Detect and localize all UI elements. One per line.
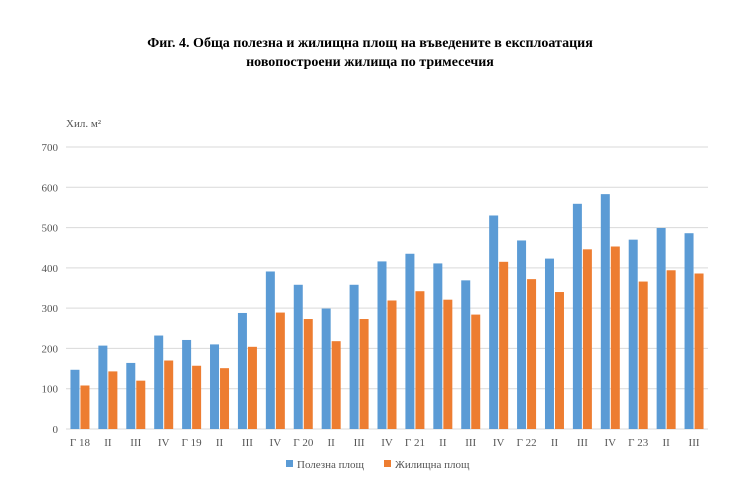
bar-polezna (182, 339, 192, 429)
bar-zhilishtna (359, 319, 369, 429)
legend-swatch-zhilishtna (384, 460, 391, 467)
y-tick-label: 0 (53, 424, 59, 436)
bar-zhilishtna (275, 312, 285, 429)
chart-title-line2: новопостроени жилища по тримесечия (246, 55, 494, 70)
bar-zhilishtna (638, 281, 648, 429)
x-tick-label: IV (270, 437, 282, 449)
bar-polezna (154, 335, 164, 429)
x-tick-label: II (551, 437, 559, 449)
bar-zhilishtna (192, 365, 202, 429)
y-tick-label: 500 (42, 223, 59, 235)
bar-polezna (293, 284, 303, 429)
x-tick-label: Г 19 (182, 437, 203, 449)
y-tick-label: 200 (42, 343, 59, 355)
bar-polezna (433, 263, 443, 429)
y-axis-label: Хил. м² (66, 118, 102, 130)
x-tick-label: III (354, 437, 365, 449)
bar-polezna (489, 215, 499, 429)
x-tick-label: IV (381, 437, 393, 449)
chart-title: Фиг. 4. Обща полезна и жилищна площ на в… (0, 34, 740, 72)
bar-zhilishtna (527, 279, 537, 429)
x-tick-label: Г 23 (628, 437, 649, 449)
chart-title-line1: Фиг. 4. Обща полезна и жилищна площ на в… (147, 36, 593, 51)
bar-polezna (321, 308, 331, 429)
legend-label-polezna: Полезна площ (297, 459, 365, 471)
bar-zhilishtna (136, 380, 146, 429)
x-tick-label: II (439, 437, 447, 449)
x-tick-label: IV (493, 437, 505, 449)
bar-polezna (349, 284, 359, 429)
bar-zhilishtna (443, 299, 453, 429)
x-tick-label: II (216, 437, 224, 449)
bar-polezna (461, 280, 471, 429)
bar-polezna (600, 194, 610, 429)
bar-zhilishtna (331, 341, 341, 429)
x-tick-label: II (662, 437, 670, 449)
bar-zhilishtna (554, 292, 564, 429)
bar-polezna (265, 271, 275, 429)
x-tick-label: III (242, 437, 253, 449)
x-tick-label: III (465, 437, 476, 449)
bar-zhilishtna (666, 270, 676, 429)
bar-zhilishtna (610, 246, 620, 429)
bar-polezna (210, 344, 220, 429)
bar-zhilishtna (582, 249, 592, 429)
bar-zhilishtna (694, 273, 704, 429)
bar-zhilishtna (220, 368, 230, 429)
bar-zhilishtna (303, 319, 313, 429)
x-tick-label: III (689, 437, 700, 449)
bar-zhilishtna (499, 261, 509, 429)
x-tick-label: II (104, 437, 112, 449)
y-tick-label: 600 (42, 182, 59, 194)
bar-polezna (628, 239, 638, 429)
bar-zhilishtna (80, 385, 90, 429)
bar-polezna (544, 258, 554, 429)
y-tick-label: 400 (42, 263, 59, 275)
bar-polezna (70, 369, 80, 429)
legend: Полезна площ Жилищна площ (286, 459, 470, 471)
bar-polezna (237, 312, 247, 429)
x-tick-label: Г 20 (293, 437, 314, 449)
bar-zhilishtna (164, 360, 174, 429)
y-axis-ticks: 0 100 200 300 400 500 600 700 (42, 142, 59, 436)
x-tick-label: II (328, 437, 336, 449)
bar-polezna (684, 233, 694, 429)
x-tick-label: Г 21 (405, 437, 425, 449)
bar-zhilishtna (387, 300, 397, 429)
x-tick-label: IV (604, 437, 616, 449)
y-tick-label: 100 (42, 384, 59, 396)
x-tick-label: III (577, 437, 588, 449)
bar-zhilishtna (247, 346, 257, 429)
legend-swatch-polezna (286, 460, 293, 467)
x-tick-label: Г 18 (70, 437, 91, 449)
bar-polezna (377, 261, 387, 429)
x-tick-label: Г 22 (517, 437, 537, 449)
x-tick-label: III (130, 437, 141, 449)
bar-polezna (405, 253, 415, 429)
x-axis-ticks: Г 18 II III IV Г 19 II III IV Г 20 II III IV Г 21 II I… (70, 437, 700, 449)
y-tick-label: 700 (42, 142, 59, 154)
bar-polezna (126, 362, 136, 429)
x-tick-label: IV (158, 437, 170, 449)
legend-label-zhilishtna: Жилищна площ (395, 459, 470, 471)
bar-polezna (656, 227, 666, 429)
bar-zhilishtna (108, 371, 118, 429)
bar-zhilishtna (471, 314, 481, 429)
bar-polezna (572, 203, 582, 429)
bar-zhilishtna (415, 291, 425, 429)
bars (70, 194, 704, 429)
bar-polezna (517, 240, 527, 429)
bar-polezna (98, 345, 108, 429)
y-tick-label: 300 (42, 303, 59, 315)
